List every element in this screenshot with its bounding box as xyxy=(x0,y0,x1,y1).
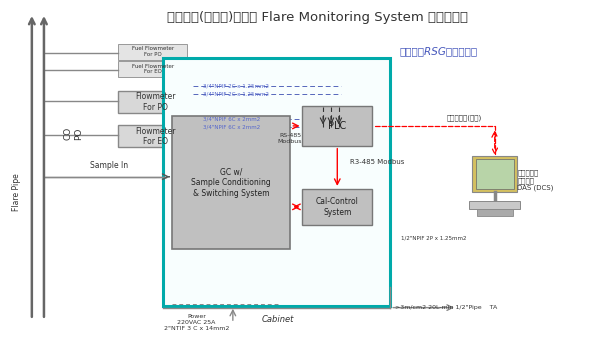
Text: Power
220VAC 25A
2"NTIF 3 C x 14mm2: Power 220VAC 25A 2"NTIF 3 C x 14mm2 xyxy=(164,315,229,331)
Text: GC w/
Sample Conditioning
& Switching System: GC w/ Sample Conditioning & Switching Sy… xyxy=(191,168,271,198)
Text: Sample In: Sample In xyxy=(90,161,128,170)
FancyBboxPatch shape xyxy=(472,156,518,192)
Text: 3/4"NPIF 2C x 1.25mm2: 3/4"NPIF 2C x 1.25mm2 xyxy=(203,83,269,88)
Text: 3/4"NPIF 6C x 2mm2: 3/4"NPIF 6C x 2mm2 xyxy=(203,125,260,130)
Text: 1/2"NPIF 2P x 1.25mm2: 1/2"NPIF 2P x 1.25mm2 xyxy=(401,235,467,240)
Text: Flowmeter
For PO: Flowmeter For PO xyxy=(136,92,176,112)
Text: 配管均採RSG管標準方式: 配管均採RSG管標準方式 xyxy=(400,46,478,56)
Text: PO: PO xyxy=(74,127,83,140)
Text: PLC: PLC xyxy=(328,121,346,131)
FancyBboxPatch shape xyxy=(302,106,372,146)
FancyBboxPatch shape xyxy=(469,201,521,209)
FancyBboxPatch shape xyxy=(118,125,194,147)
Text: Fuel Flowmeter
For PO: Fuel Flowmeter For PO xyxy=(131,47,174,57)
Text: 3/4"NPIF 6C x 2mm2: 3/4"NPIF 6C x 2mm2 xyxy=(203,117,260,122)
Text: 上傳至業管(原局): 上傳至業管(原局) xyxy=(447,115,481,121)
FancyBboxPatch shape xyxy=(302,189,372,225)
Text: 3/4"NPIF 2C x 1.25mm2: 3/4"NPIF 2C x 1.25mm2 xyxy=(203,92,269,97)
Text: Flowmeter
For EO: Flowmeter For EO xyxy=(136,127,176,146)
Text: Cabinet: Cabinet xyxy=(262,315,295,323)
Text: >3m/cm2 20L-min 1/2"Pipe    TA: >3m/cm2 20L-min 1/2"Pipe TA xyxy=(395,305,497,310)
Text: R3-485 Modbus: R3-485 Modbus xyxy=(349,159,404,165)
Text: CO: CO xyxy=(64,127,73,140)
FancyBboxPatch shape xyxy=(172,117,290,249)
Text: RS-485
Modbus: RS-485 Modbus xyxy=(277,133,302,144)
Text: 台灣拜耳(科思創)林園廠 Flare Monitoring System 系統架構圖: 台灣拜耳(科思創)林園廠 Flare Monitoring System 系統架… xyxy=(167,12,468,24)
Text: Fuel Flowmeter
For EO: Fuel Flowmeter For EO xyxy=(131,64,174,75)
FancyBboxPatch shape xyxy=(118,61,188,77)
Text: 監測資料收
集成系統
DAS (DCS): 監測資料收 集成系統 DAS (DCS) xyxy=(518,169,554,191)
FancyBboxPatch shape xyxy=(477,209,513,216)
FancyBboxPatch shape xyxy=(475,159,514,189)
FancyBboxPatch shape xyxy=(163,58,390,306)
Text: Flare Pipe: Flare Pipe xyxy=(12,173,21,211)
FancyBboxPatch shape xyxy=(118,91,194,113)
FancyBboxPatch shape xyxy=(118,44,188,60)
Text: Cal-Control
System: Cal-Control System xyxy=(316,197,359,217)
